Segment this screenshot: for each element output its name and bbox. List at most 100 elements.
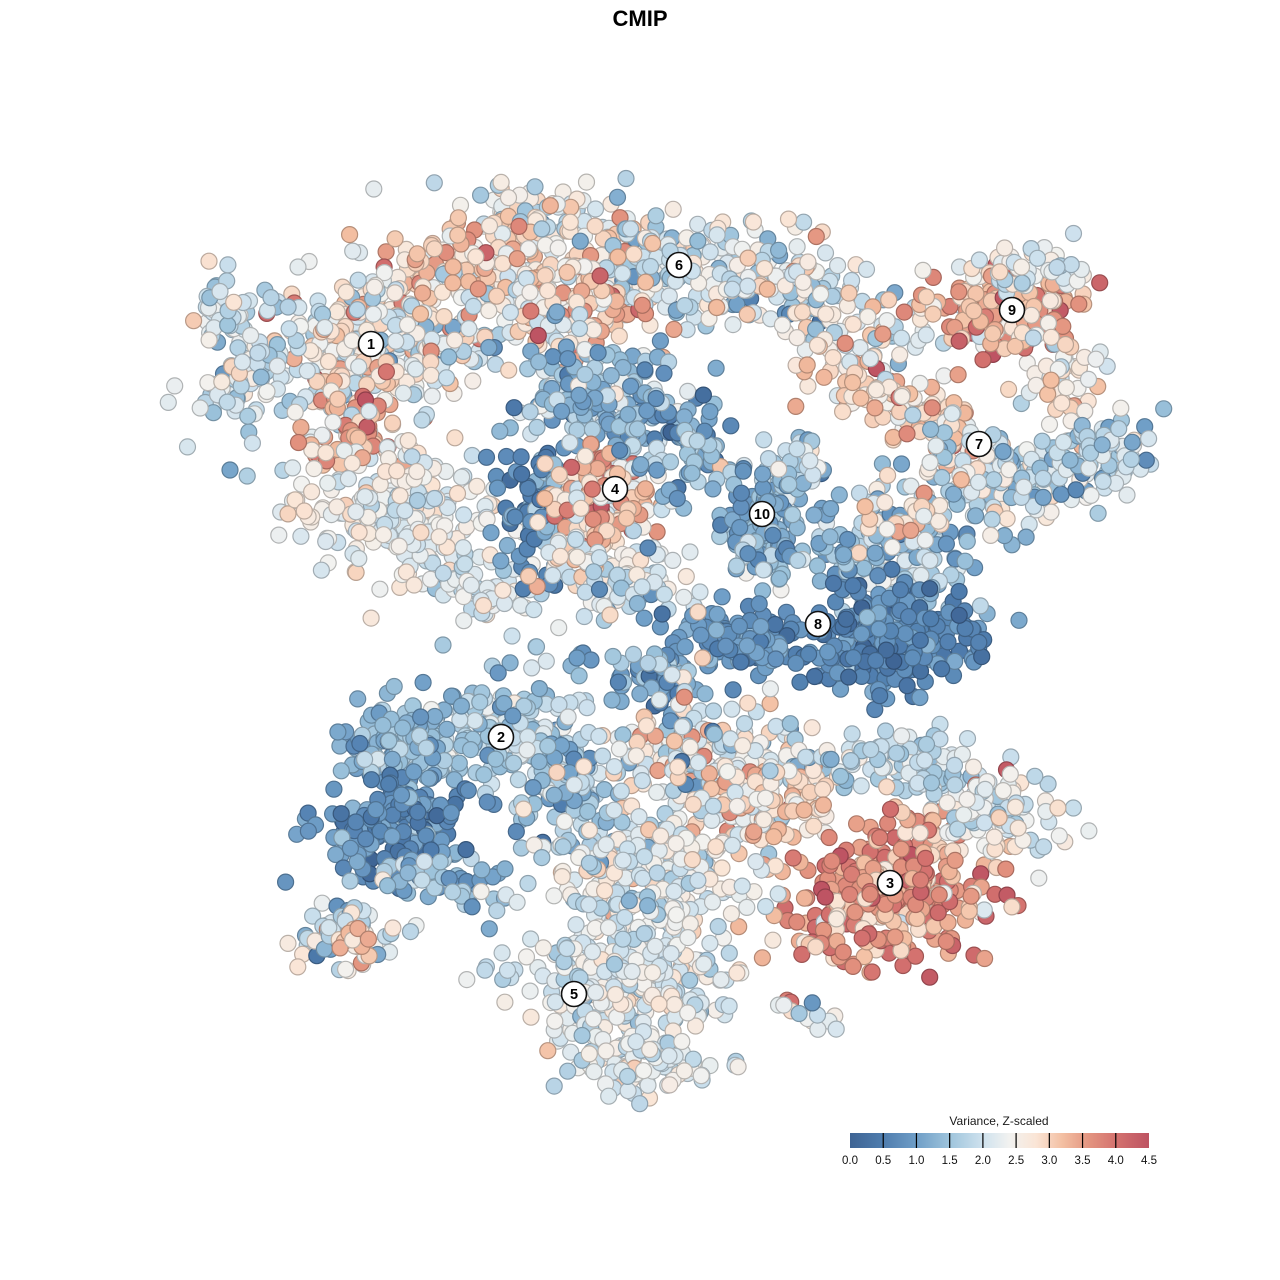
data-point bbox=[317, 444, 335, 462]
data-point bbox=[512, 465, 531, 483]
data-point bbox=[767, 650, 785, 668]
data-point bbox=[665, 732, 684, 750]
data-point bbox=[412, 523, 430, 542]
data-point bbox=[1042, 328, 1060, 346]
data-point bbox=[444, 274, 462, 292]
data-point bbox=[1087, 350, 1105, 368]
points-layer bbox=[159, 169, 1173, 1113]
data-point bbox=[463, 446, 481, 465]
data-point bbox=[298, 362, 316, 380]
data-point bbox=[383, 827, 401, 846]
data-point bbox=[713, 588, 731, 606]
data-point bbox=[414, 673, 432, 692]
data-point bbox=[605, 758, 624, 776]
data-point bbox=[417, 827, 435, 845]
data-point bbox=[238, 467, 256, 485]
data-point bbox=[480, 217, 499, 235]
data-point bbox=[377, 363, 395, 381]
data-point bbox=[627, 747, 645, 765]
data-point bbox=[816, 888, 834, 906]
data-point bbox=[471, 693, 489, 711]
data-point bbox=[572, 499, 590, 517]
data-point bbox=[456, 555, 474, 573]
data-point bbox=[767, 717, 785, 736]
data-point bbox=[675, 588, 693, 606]
data-point bbox=[425, 240, 443, 258]
data-point bbox=[906, 947, 925, 965]
data-point bbox=[225, 293, 243, 311]
data-point bbox=[472, 186, 490, 204]
data-point bbox=[717, 637, 735, 655]
data-point bbox=[1028, 249, 1047, 267]
data-point bbox=[252, 368, 270, 386]
data-point bbox=[923, 399, 941, 417]
data-point bbox=[628, 420, 647, 438]
data-point bbox=[268, 357, 286, 375]
data-point bbox=[834, 943, 852, 961]
data-point bbox=[491, 422, 509, 440]
data-point bbox=[492, 552, 510, 570]
data-point bbox=[830, 486, 848, 504]
data-point bbox=[927, 437, 945, 455]
data-point bbox=[708, 298, 726, 317]
data-point bbox=[249, 344, 267, 362]
data-point bbox=[964, 758, 983, 776]
data-point bbox=[477, 448, 496, 466]
data-point bbox=[1003, 898, 1021, 916]
data-point bbox=[386, 230, 404, 248]
data-point bbox=[413, 284, 432, 302]
data-point bbox=[765, 828, 783, 846]
data-point bbox=[869, 567, 887, 585]
data-point bbox=[536, 267, 554, 285]
data-point bbox=[876, 493, 894, 511]
data-point bbox=[859, 308, 877, 326]
data-point bbox=[681, 738, 699, 756]
data-point bbox=[559, 708, 577, 726]
data-point bbox=[876, 722, 895, 740]
data-point bbox=[341, 872, 359, 890]
data-point bbox=[1039, 385, 1057, 403]
data-point bbox=[668, 489, 686, 508]
data-point bbox=[262, 289, 280, 307]
data-point bbox=[915, 507, 933, 525]
data-point bbox=[917, 326, 935, 344]
data-point bbox=[843, 725, 861, 743]
data-point bbox=[550, 466, 568, 484]
data-point bbox=[803, 719, 821, 737]
data-point bbox=[946, 776, 964, 794]
data-point bbox=[761, 694, 779, 713]
data-point bbox=[570, 319, 589, 338]
data-point bbox=[807, 938, 825, 956]
data-point bbox=[970, 633, 988, 652]
data-point bbox=[347, 503, 365, 521]
data-point bbox=[787, 654, 805, 672]
data-point bbox=[932, 660, 951, 678]
data-point bbox=[467, 248, 485, 266]
data-point bbox=[811, 285, 830, 303]
data-point bbox=[595, 780, 613, 799]
data-point bbox=[779, 210, 798, 228]
data-point bbox=[610, 327, 628, 345]
data-point bbox=[799, 253, 817, 271]
data-point bbox=[867, 381, 885, 399]
data-point bbox=[578, 699, 596, 717]
data-point bbox=[591, 267, 609, 285]
data-point bbox=[590, 580, 609, 599]
data-point bbox=[434, 564, 452, 582]
data-point bbox=[1064, 224, 1083, 243]
data-point bbox=[489, 664, 507, 682]
data-point bbox=[270, 526, 288, 544]
data-point bbox=[566, 530, 585, 549]
data-point bbox=[505, 399, 523, 417]
data-point bbox=[892, 455, 911, 473]
data-point bbox=[631, 685, 649, 703]
data-point bbox=[797, 748, 815, 766]
data-point bbox=[211, 282, 229, 301]
data-point bbox=[350, 358, 368, 376]
data-point bbox=[507, 822, 525, 841]
data-point bbox=[536, 455, 554, 473]
data-point bbox=[413, 411, 431, 429]
data-point bbox=[343, 454, 361, 472]
data-point bbox=[784, 849, 802, 867]
data-point bbox=[473, 861, 491, 879]
